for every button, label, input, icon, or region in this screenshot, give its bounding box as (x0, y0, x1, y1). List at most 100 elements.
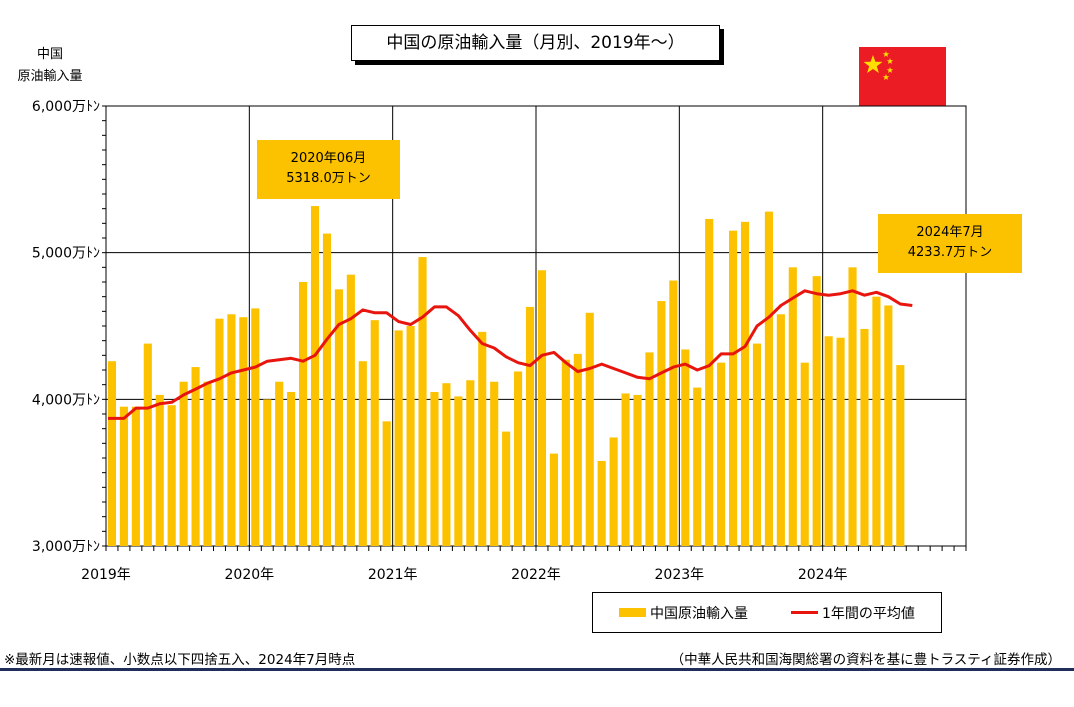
bar (346, 274, 355, 546)
bar (812, 276, 821, 546)
flag-small-star-icon (886, 67, 894, 73)
legend-line-label: 1年間の平均値 (822, 606, 915, 622)
chart-title: 中国の原油輸入量（月別、2019年～） (351, 25, 720, 61)
bar (394, 330, 403, 546)
bar (155, 394, 164, 546)
y-tick-label: 6,000万ﾄﾝ (32, 99, 100, 115)
bar (287, 392, 296, 546)
bar (382, 421, 391, 546)
bar (788, 267, 797, 546)
y-tick-label: 3,000万ﾄﾝ (32, 539, 100, 555)
bar (490, 381, 499, 546)
bar (848, 267, 857, 546)
bar (896, 365, 905, 546)
bar (167, 405, 176, 546)
bar (514, 371, 523, 546)
legend-bar-swatch (619, 608, 646, 617)
bar (824, 336, 833, 546)
bar (633, 394, 642, 546)
flag-small-star-icon (886, 58, 894, 64)
bar (239, 317, 248, 546)
bar (609, 437, 618, 546)
bar (454, 396, 463, 546)
bar (645, 352, 654, 546)
y-tick-label: 5,000万ﾄﾝ (32, 246, 100, 262)
x-tick-label: 2020年 (225, 567, 275, 583)
bar (358, 361, 367, 546)
chart-legend: 中国原油輸入量 1年間の平均値 (592, 592, 942, 633)
callout-latest-value: 4233.7万トン (907, 245, 993, 260)
x-tick-label: 2022年 (511, 567, 561, 583)
bar (143, 343, 152, 546)
bar (872, 296, 881, 546)
bar (717, 362, 726, 546)
bar (203, 381, 212, 546)
y-axis-title: 中国 原油輸入量 (6, 44, 94, 88)
bar (764, 211, 773, 546)
bar (740, 221, 750, 546)
callout-2020-peak-value: 5318.0万トン (286, 171, 371, 186)
x-tick-label: 2024年 (798, 567, 848, 583)
bar (478, 331, 487, 546)
footer-rule (0, 668, 1074, 671)
china-flag-icon (859, 47, 946, 111)
flag-small-star-icon (882, 74, 890, 80)
flag-big-star-icon (863, 55, 883, 73)
x-tick-label: 2023年 (655, 567, 705, 583)
bar (537, 270, 547, 546)
bar (585, 312, 594, 546)
bar (215, 318, 224, 546)
bar (752, 343, 762, 546)
bar (729, 230, 738, 546)
y-axis-title-line-2: 原油輸入量 (17, 69, 83, 84)
bar (693, 387, 702, 546)
callout-latest: 2024年7月 4233.7万トン (878, 214, 1022, 273)
bar (525, 306, 535, 546)
bar (310, 206, 320, 546)
y-tick-label: 4,000万ﾄﾝ (32, 392, 100, 408)
bar (263, 399, 272, 546)
bar (442, 383, 451, 546)
bar (657, 301, 666, 546)
bar (251, 308, 260, 546)
bar (597, 460, 606, 546)
bar (299, 282, 308, 546)
callout-latest-month: 2024年7月 (916, 225, 984, 240)
bar (800, 362, 809, 546)
bar (573, 353, 582, 546)
x-tick-label: 2019年 (81, 567, 131, 583)
legend-line-swatch (791, 611, 818, 614)
bar (561, 359, 570, 546)
bar (322, 233, 332, 546)
y-axis-title-line-1: 中国 (36, 47, 63, 62)
x-tick-label: 2021年 (368, 567, 418, 583)
bar (502, 431, 511, 546)
bar (884, 305, 893, 546)
legend-bar-label: 中国原油輸入量 (650, 606, 748, 622)
bar (334, 289, 343, 546)
bar (669, 280, 678, 546)
bar (131, 406, 140, 546)
bar (430, 392, 439, 546)
import-chart: 3,000万ﾄﾝ 4,000万ﾄﾝ 5,000万ﾄﾝ 6,000万ﾄﾝ 2019年 202… (32, 99, 967, 583)
bar (776, 314, 785, 546)
callout-2020-peak-month: 2020年06月 (290, 151, 367, 166)
bar (681, 349, 690, 546)
bar (179, 381, 188, 546)
bar (705, 218, 714, 546)
source-note: （中華人民共和国海関総署の資料を基に豊トラスティ証券作成） (670, 652, 1061, 668)
flag-small-star-icon (882, 51, 890, 57)
bar (836, 337, 845, 546)
bar (549, 453, 558, 546)
bar (621, 393, 630, 546)
average-line (108, 289, 913, 420)
bar (860, 328, 869, 546)
bar (370, 320, 379, 546)
bar (406, 326, 415, 546)
bar (275, 381, 284, 546)
bar (466, 380, 475, 546)
bar (119, 406, 128, 546)
bar (107, 361, 117, 546)
bar (191, 367, 200, 546)
bar (227, 314, 236, 546)
